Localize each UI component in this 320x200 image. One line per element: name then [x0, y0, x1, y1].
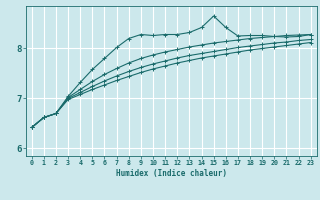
X-axis label: Humidex (Indice chaleur): Humidex (Indice chaleur) — [116, 169, 227, 178]
